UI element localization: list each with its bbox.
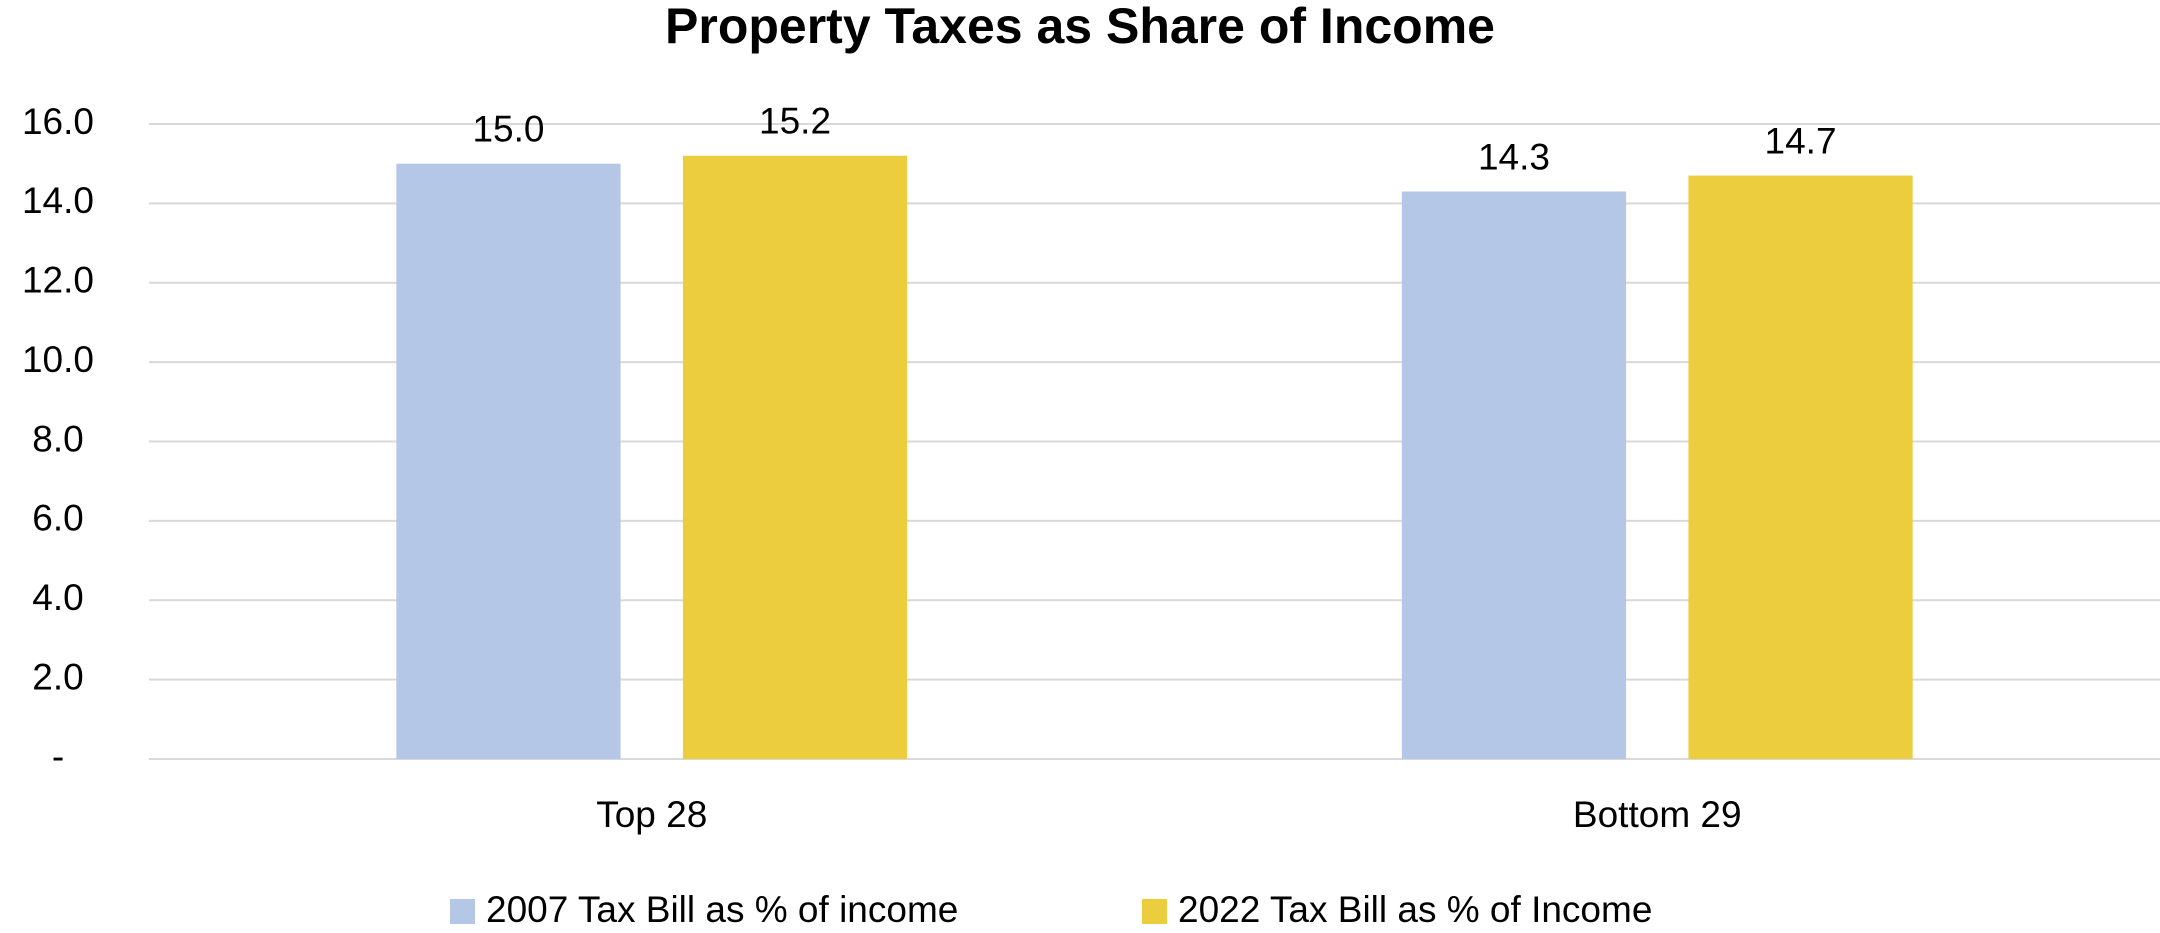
- bar: [1401, 191, 1627, 759]
- y-tick-label: 12.0: [22, 260, 94, 301]
- y-tick-label: 6.0: [32, 498, 83, 539]
- chart-title: Property Taxes as Share of Income: [665, 0, 1495, 54]
- y-tick-label: 8.0: [32, 418, 83, 459]
- y-tick-label: 14.0: [22, 180, 94, 221]
- bar: [1688, 175, 1913, 759]
- y-tick-label: -: [52, 736, 64, 777]
- legend-swatch: [1142, 899, 1167, 924]
- x-tick-label: Top 28: [596, 794, 707, 835]
- data-label: 15.2: [759, 101, 831, 142]
- legend-swatch: [450, 899, 475, 924]
- y-tick-label: 2.0: [32, 656, 83, 697]
- data-label: 15.0: [472, 108, 544, 149]
- legend-label: 2022 Tax Bill as % of Income: [1178, 889, 1652, 930]
- data-label: 14.7: [1765, 120, 1837, 161]
- y-tick-label: 16.0: [22, 101, 94, 142]
- y-tick-label: 4.0: [32, 577, 83, 618]
- bar: [396, 163, 621, 759]
- bar: [682, 155, 908, 759]
- data-label: 14.3: [1478, 136, 1550, 177]
- y-tick-label: 10.0: [22, 339, 94, 380]
- x-tick-label: Bottom 29: [1573, 794, 1742, 835]
- legend-label: 2007 Tax Bill as % of income: [486, 889, 958, 930]
